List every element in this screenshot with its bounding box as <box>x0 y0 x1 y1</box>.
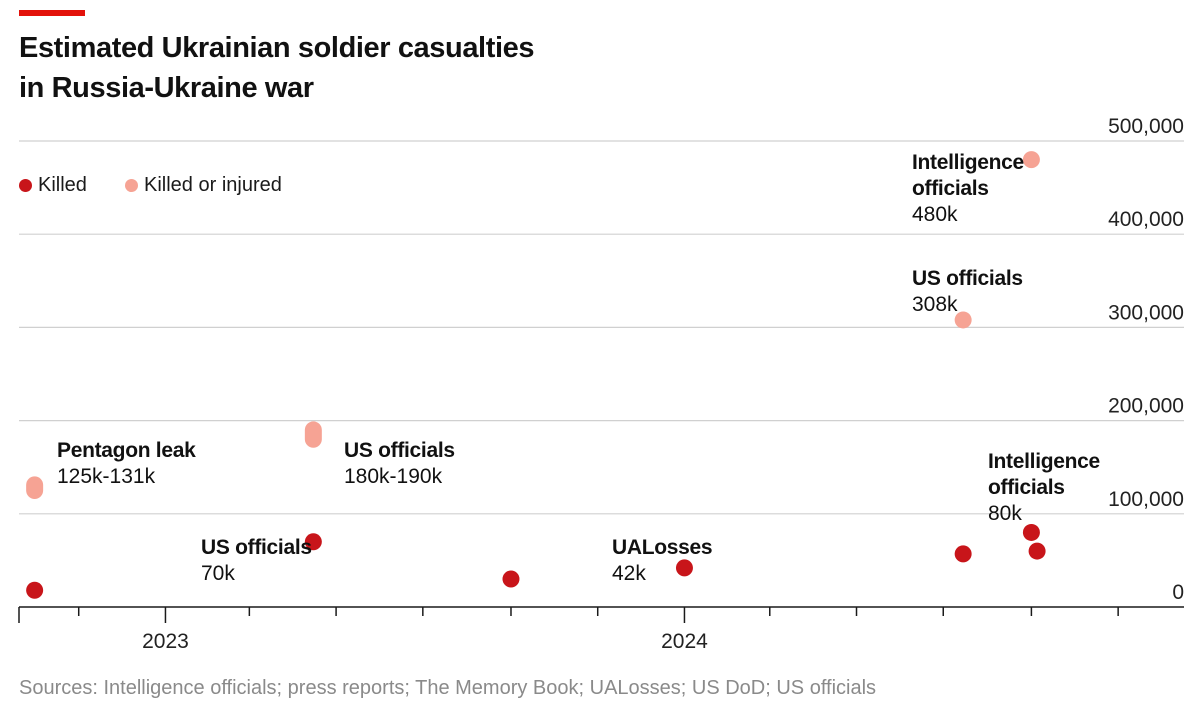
chart-title: Estimated Ukrainian soldier casualties i… <box>19 28 534 108</box>
annotation-ualosses: UALosses 42k <box>612 535 713 587</box>
point-killed <box>1028 542 1046 560</box>
annotation-value: 180k-190k <box>344 465 443 488</box>
annotation-value: 125k-131k <box>57 465 156 488</box>
accent-bar <box>19 10 85 16</box>
x-tick-label: 2024 <box>661 630 708 653</box>
legend-swatch-killed-or-injured <box>125 179 138 192</box>
annotation-label: US officials <box>201 536 312 559</box>
annotation-value: 308k <box>912 293 958 316</box>
point-killed-or-injured <box>954 311 972 329</box>
legend-killed-or-injured: Killed or injured <box>125 174 282 197</box>
point-killed-or-injured <box>1022 151 1040 169</box>
annotation-intelligence-officials-80k: Intelligence officials 80k <box>988 449 1118 527</box>
annotation-value: 70k <box>201 562 235 585</box>
legend-killed: Killed <box>19 174 87 197</box>
y-tick-label: 500,000 <box>1108 115 1184 138</box>
annotation-us-officials-308k: US officials 308k <box>912 266 1023 318</box>
point-killed <box>954 545 972 563</box>
chart-title-line-1: Estimated Ukrainian soldier casualties <box>19 32 535 64</box>
y-tick-label: 200,000 <box>1108 395 1184 418</box>
annotation-label: Pentagon leak <box>57 439 196 462</box>
annotation-label: Intelligence officials <box>988 450 1100 499</box>
point-killed <box>26 581 44 599</box>
annotation-intelligence-officials-480k: Intelligence officials 480k <box>912 150 1042 228</box>
annotation-label: US officials <box>912 267 1023 290</box>
annotation-label: UALosses <box>612 536 713 559</box>
y-tick-label: 400,000 <box>1108 208 1184 231</box>
annotation-label: Intelligence officials <box>912 151 1024 200</box>
y-tick-label: 100,000 <box>1108 488 1184 511</box>
annotation-value: 480k <box>912 203 958 226</box>
y-tick-label: 0 <box>1172 581 1184 604</box>
legend-label-killed: Killed <box>38 174 87 196</box>
annotation-pentagon-leak: Pentagon leak 125k-131k <box>57 438 196 490</box>
legend-swatch-killed <box>19 179 32 192</box>
annotation-label: US officials <box>344 439 455 462</box>
point-killed <box>502 570 520 588</box>
legend-label-killed-or-injured: Killed or injured <box>144 174 282 196</box>
annotation-value: 80k <box>988 502 1022 525</box>
annotation-us-officials-2023-killed: US officials 70k <box>201 535 312 587</box>
chart-title-line-2: in Russia-Ukraine war <box>19 72 314 104</box>
point-killed <box>675 559 693 577</box>
source-note: Sources: Intelligence officials; press r… <box>19 677 877 699</box>
annotation-us-officials-2023-injured: US officials 180k-190k <box>344 438 455 490</box>
annotation-value: 42k <box>612 562 646 585</box>
point-killed <box>304 533 322 551</box>
x-tick-label: 2023 <box>142 630 189 653</box>
y-tick-label: 300,000 <box>1108 301 1184 324</box>
point-killed <box>1022 523 1040 541</box>
